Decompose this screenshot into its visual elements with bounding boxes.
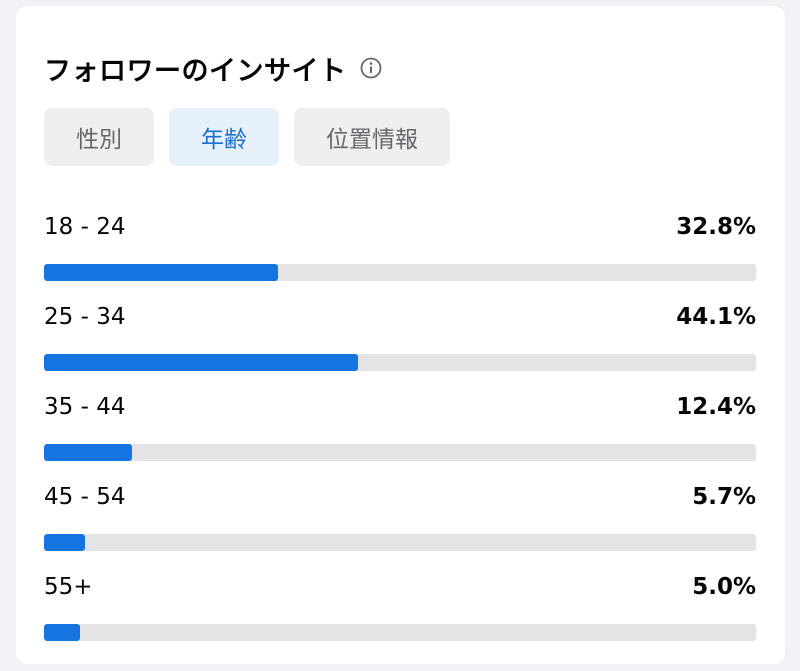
info-circle-icon[interactable] bbox=[359, 56, 383, 80]
progress-fill bbox=[44, 534, 85, 551]
age-percent: 5.7% bbox=[692, 484, 756, 510]
tab-gender[interactable]: 性別 bbox=[44, 108, 154, 166]
age-distribution: 18 - 24 32.8% 25 - 34 44.1% 35 - 44 12.4… bbox=[44, 214, 756, 664]
progress-track bbox=[44, 624, 756, 641]
age-row-55-plus: 55+ 5.0% bbox=[44, 574, 756, 664]
age-row-45-54: 45 - 54 5.7% bbox=[44, 484, 756, 574]
card-header: フォロワーのインサイト bbox=[44, 46, 383, 90]
progress-fill bbox=[44, 624, 80, 641]
age-percent: 44.1% bbox=[676, 304, 756, 330]
age-percent: 32.8% bbox=[676, 214, 756, 240]
age-percent: 5.0% bbox=[692, 574, 756, 600]
progress-track bbox=[44, 444, 756, 461]
age-percent: 12.4% bbox=[676, 394, 756, 420]
tab-age[interactable]: 年齢 bbox=[169, 108, 279, 166]
age-label: 55+ bbox=[44, 574, 93, 600]
progress-track bbox=[44, 534, 756, 551]
age-row-25-34: 25 - 34 44.1% bbox=[44, 304, 756, 394]
age-label: 35 - 44 bbox=[44, 394, 126, 420]
progress-fill bbox=[44, 264, 278, 281]
age-label: 25 - 34 bbox=[44, 304, 126, 330]
insight-tabs: 性別 年齢 位置情報 bbox=[44, 108, 450, 166]
follower-insights-card: フォロワーのインサイト 性別 年齢 位置情報 18 - 24 32.8% 25 bbox=[16, 6, 785, 664]
progress-track bbox=[44, 354, 756, 371]
age-label: 18 - 24 bbox=[44, 214, 126, 240]
age-row-35-44: 35 - 44 12.4% bbox=[44, 394, 756, 484]
age-label: 45 - 54 bbox=[44, 484, 126, 510]
age-row-18-24: 18 - 24 32.8% bbox=[44, 214, 756, 304]
progress-fill bbox=[44, 354, 358, 371]
progress-track bbox=[44, 264, 756, 281]
progress-fill bbox=[44, 444, 133, 461]
card-title: フォロワーのインサイト bbox=[44, 55, 347, 87]
tab-location[interactable]: 位置情報 bbox=[294, 108, 450, 166]
